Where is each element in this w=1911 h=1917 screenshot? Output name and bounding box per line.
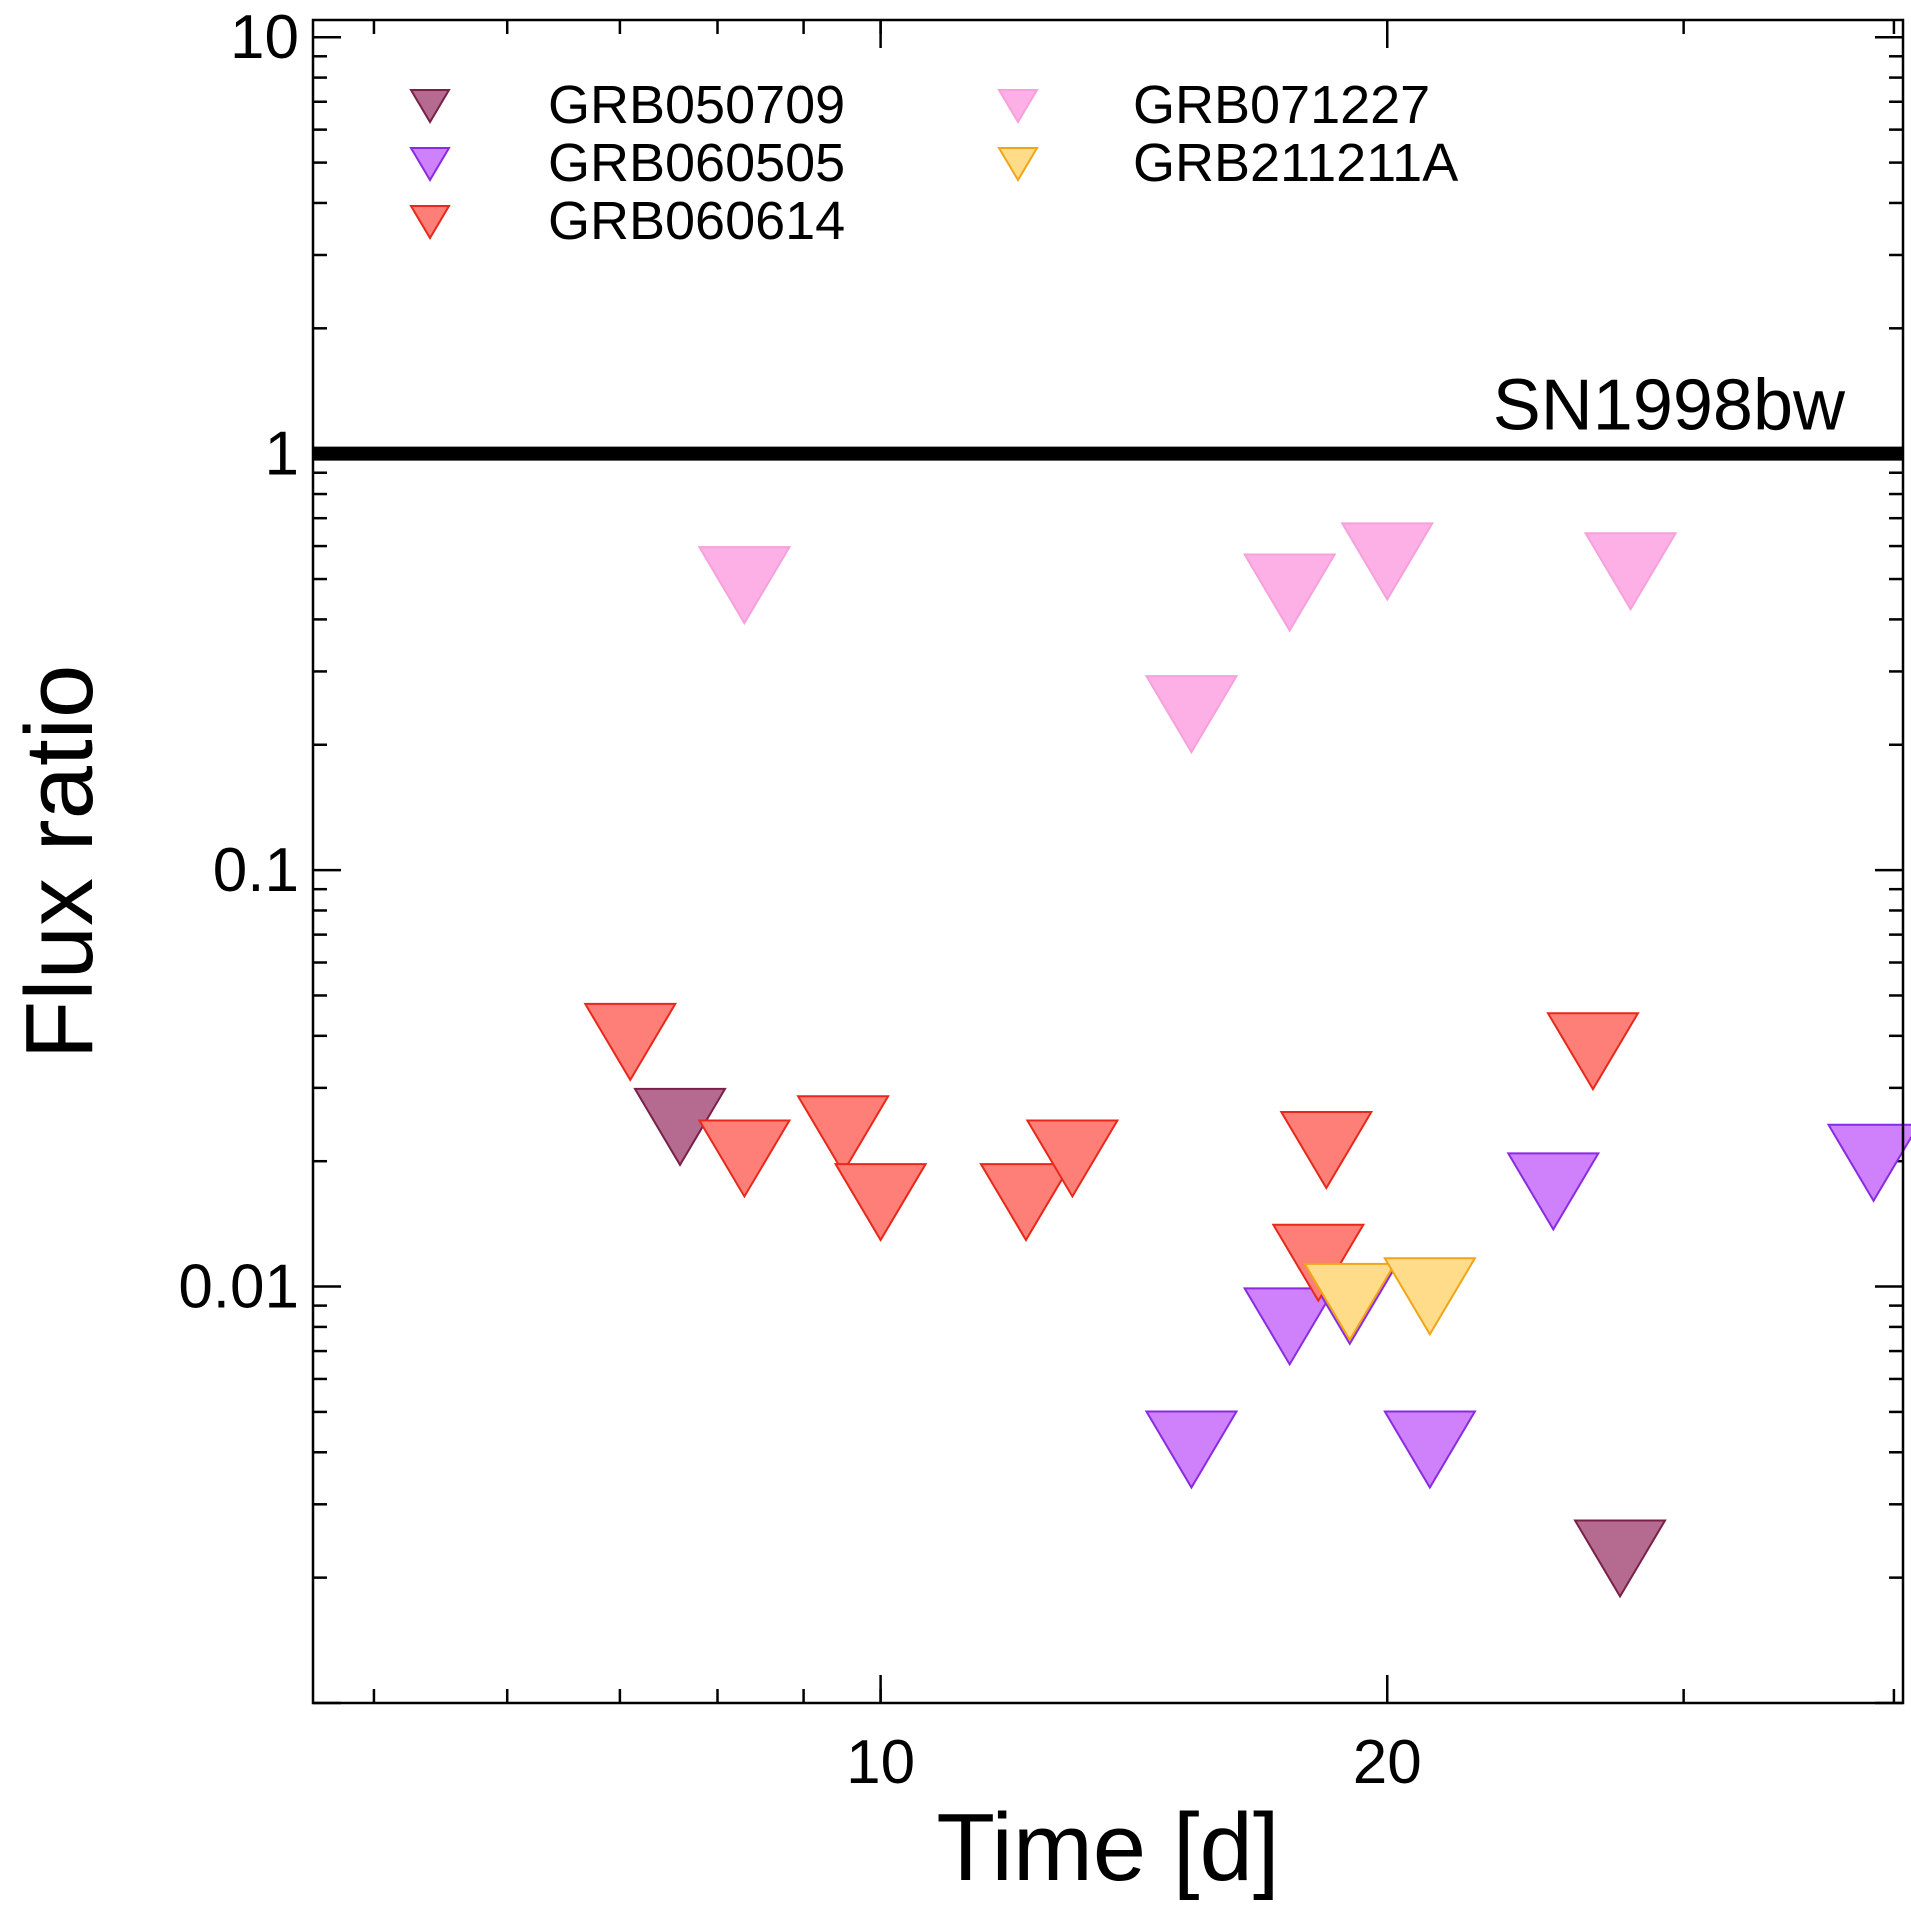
legend-entry: GRB060614 bbox=[409, 191, 845, 251]
y-tick-label: 10 bbox=[230, 3, 299, 72]
legend-marker bbox=[409, 89, 451, 124]
data-point-marker bbox=[1383, 1410, 1477, 1490]
legend-label: GRB211211A bbox=[1133, 133, 1458, 193]
data-point-marker bbox=[796, 1095, 890, 1175]
x-axis-title: Time [d] bbox=[936, 1794, 1279, 1901]
data-markers bbox=[583, 522, 1911, 1599]
y-tick-label: 0.1 bbox=[213, 836, 299, 905]
legend-marker bbox=[997, 89, 1039, 124]
reference-line-label: SN1998bw bbox=[1493, 366, 1846, 446]
data-point-marker bbox=[1271, 1223, 1366, 1303]
data-point-marker bbox=[1303, 1262, 1397, 1342]
data-point-marker bbox=[1242, 1287, 1337, 1367]
legend-marker bbox=[409, 147, 451, 182]
data-point-marker bbox=[697, 546, 792, 626]
reference-line-group: SN1998bw bbox=[313, 366, 1903, 461]
data-point-marker bbox=[1025, 1119, 1120, 1199]
legend-entry: GRB211211A bbox=[997, 133, 1458, 193]
series-grb071227 bbox=[697, 522, 1678, 755]
legend-marker bbox=[409, 205, 451, 240]
data-point-marker bbox=[979, 1163, 1073, 1243]
data-point-marker bbox=[1826, 1123, 1911, 1203]
y-axis-title: Flux ratio bbox=[6, 665, 113, 1060]
data-point-marker bbox=[1506, 1152, 1601, 1232]
y-axis-tick-labels: 0.01 0.1 1 10 bbox=[178, 3, 299, 1321]
series-grb211211a bbox=[1303, 1257, 1477, 1342]
data-point-marker bbox=[1583, 532, 1678, 612]
legend-entry: GRB071227 bbox=[997, 75, 1430, 135]
legend-entry: GRB060505 bbox=[409, 133, 845, 193]
data-point-marker bbox=[697, 1119, 792, 1199]
y-tick-label: 1 bbox=[265, 420, 299, 489]
x-tick-label: 20 bbox=[1353, 1728, 1422, 1797]
y-tick-label: 0.01 bbox=[178, 1253, 299, 1322]
legend-entry: GRB050709 bbox=[409, 75, 845, 135]
x-axis-tick-labels: 10 20 bbox=[846, 1728, 1422, 1797]
x-tick-label: 10 bbox=[846, 1728, 915, 1797]
data-point-marker bbox=[583, 1002, 678, 1082]
data-point-marker bbox=[833, 1163, 928, 1243]
data-point-marker bbox=[1546, 1012, 1640, 1092]
data-point-marker bbox=[1144, 1410, 1239, 1490]
legend-label: GRB060614 bbox=[548, 191, 845, 251]
axis-ticks bbox=[313, 20, 1903, 1705]
data-point-marker bbox=[1279, 1111, 1374, 1191]
legend-marker bbox=[997, 147, 1039, 182]
data-point-marker bbox=[1573, 1519, 1667, 1599]
series-grb060614 bbox=[583, 1002, 1640, 1303]
data-point-marker bbox=[1242, 553, 1337, 633]
legend-label: GRB071227 bbox=[1133, 75, 1430, 135]
plot-frame bbox=[311, 18, 1905, 1705]
data-point-marker bbox=[1340, 522, 1435, 602]
data-point-marker bbox=[1383, 1257, 1477, 1337]
data-point-marker bbox=[1144, 675, 1239, 755]
legend-label: GRB060505 bbox=[548, 133, 845, 193]
legend-label: GRB050709 bbox=[548, 75, 845, 135]
